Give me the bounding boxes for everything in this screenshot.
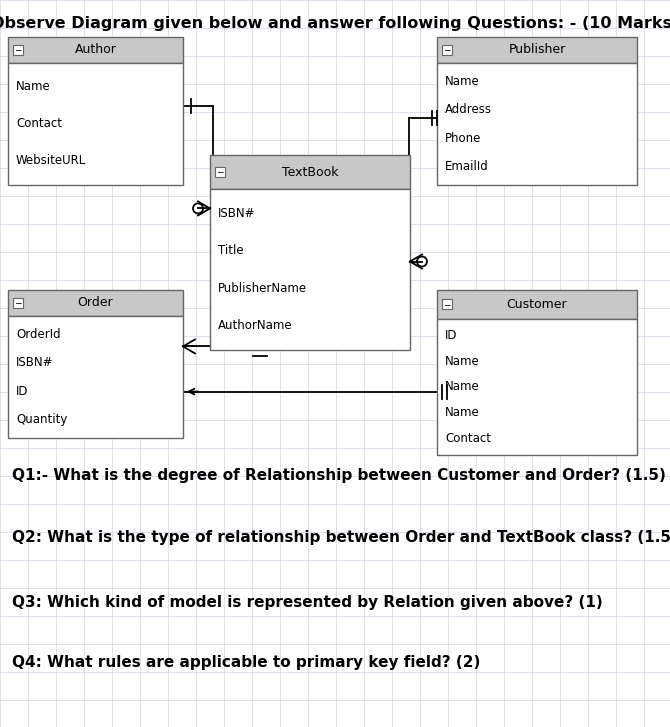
Text: −: − [444, 46, 451, 55]
Text: Name: Name [445, 380, 480, 393]
Text: ID: ID [445, 329, 458, 342]
Bar [437, 63, 637, 185]
Bar [210, 189, 410, 350]
Text: ID: ID [16, 385, 29, 398]
Text: Customer: Customer [507, 298, 567, 311]
Bar [8, 63, 183, 185]
Text: Name: Name [445, 75, 480, 88]
Bar [442, 45, 452, 55]
Text: −: − [14, 46, 21, 55]
Bar [13, 45, 23, 55]
Text: Contact: Contact [16, 118, 62, 130]
Bar [8, 37, 183, 63]
Bar [13, 298, 23, 308]
Text: Order: Order [78, 297, 113, 310]
Text: ISBN#: ISBN# [218, 207, 255, 220]
Text: EmailId: EmailId [445, 160, 488, 173]
Text: −: − [216, 167, 224, 177]
Text: −: − [14, 299, 21, 308]
Circle shape [193, 204, 203, 214]
Text: OrderId: OrderId [16, 328, 60, 341]
Text: AuthorName: AuthorName [218, 319, 293, 332]
Bar [210, 155, 410, 189]
Bar [442, 300, 452, 310]
Text: Quantity: Quantity [16, 413, 68, 426]
Bar [8, 290, 183, 316]
Text: ISBN#: ISBN# [16, 356, 54, 369]
Text: Q4: What rules are applicable to primary key field? (2): Q4: What rules are applicable to primary… [12, 655, 480, 670]
Bar [437, 290, 637, 319]
Text: TextBook: TextBook [282, 166, 338, 179]
Text: −: − [444, 300, 451, 309]
Text: Name: Name [16, 81, 51, 94]
Text: Phone: Phone [445, 132, 481, 145]
Text: Publisher: Publisher [509, 44, 565, 57]
Text: Q2: What is the type of relationship between Order and TextBook class? (1.5): Q2: What is the type of relationship bet… [12, 530, 670, 545]
Text: Title: Title [218, 244, 244, 257]
Text: PublisherName: PublisherName [218, 282, 307, 294]
Text: Name: Name [445, 355, 480, 368]
Text: Q3: Which kind of model is represented by Relation given above? (1): Q3: Which kind of model is represented b… [12, 595, 603, 610]
Text: Name: Name [445, 406, 480, 419]
Text: Author: Author [74, 44, 117, 57]
Text: Observe Diagram given below and answer following Questions: - (10 Marks): Observe Diagram given below and answer f… [0, 16, 670, 31]
Bar [437, 319, 637, 455]
Circle shape [417, 257, 427, 267]
Text: Q1:- What is the degree of Relationship between Customer and Order? (1.5): Q1:- What is the degree of Relationship … [12, 468, 666, 483]
Text: WebsiteURL: WebsiteURL [16, 154, 86, 167]
Bar [8, 316, 183, 438]
Text: Contact: Contact [445, 432, 491, 445]
Bar [437, 37, 637, 63]
Bar [215, 167, 225, 177]
Text: Address: Address [445, 103, 492, 116]
